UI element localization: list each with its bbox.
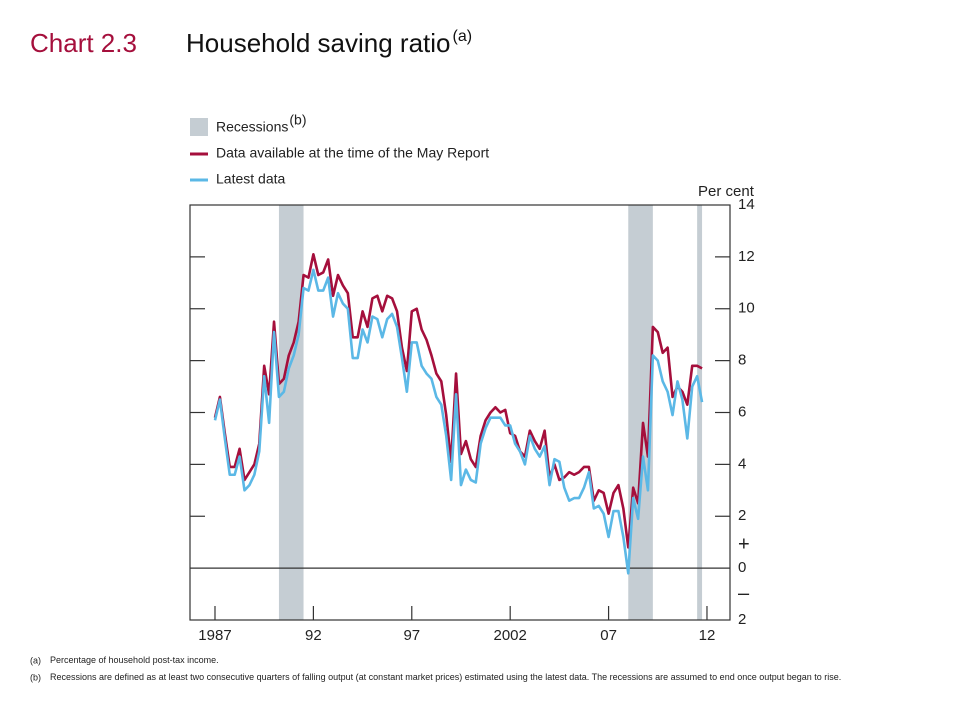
legend-note: (b): [289, 112, 306, 128]
y-tick-label: 10: [738, 300, 755, 317]
legend-swatch: [190, 118, 208, 136]
title-note: (a): [453, 28, 473, 45]
x-tick-label: 97: [403, 627, 420, 644]
y-tick-label: 6: [738, 403, 746, 420]
legend-label: Recessions: [216, 119, 288, 135]
sign-plus: +: [738, 533, 750, 555]
y-tick-label: 0: [738, 559, 746, 576]
series-line: [213, 268, 704, 575]
x-tick-label: 2002: [493, 627, 526, 644]
x-tick-label: 07: [600, 627, 617, 644]
recession-band: [697, 205, 703, 620]
y-unit-label: Per cent: [698, 183, 755, 200]
recession-band: [278, 205, 304, 620]
footnote-text: Recessions are defined as at least two c…: [50, 672, 841, 682]
footnote-marker: (a): [30, 655, 41, 665]
chart-number: Chart 2.3: [30, 28, 137, 58]
series-line: [213, 252, 703, 549]
legend-label: Latest data: [216, 171, 285, 187]
y-tick-label: 2: [738, 507, 746, 524]
y-tick-label: 14: [738, 196, 755, 213]
x-tick-label: 92: [305, 627, 322, 644]
legend-label: Data available at the time of the May Re…: [216, 145, 489, 161]
y-tick-label: 8: [738, 352, 746, 369]
y-tick-label: 4: [738, 455, 746, 472]
chart-title: Household saving ratio: [186, 28, 451, 58]
footnote-line: Percentage of household post-tax income.: [50, 655, 219, 665]
footnote-line: Recessions are defined as at least two c…: [50, 672, 841, 682]
footnote-marker: (b): [30, 672, 41, 682]
sign-minus: –: [738, 582, 750, 604]
x-tick-label: 1987: [198, 627, 231, 644]
x-tick-label: 12: [699, 627, 716, 644]
y-tick-label: 12: [738, 248, 755, 265]
y-tick-label: 2: [738, 611, 746, 628]
footnote-text: Percentage of household post-tax income.: [50, 655, 219, 665]
